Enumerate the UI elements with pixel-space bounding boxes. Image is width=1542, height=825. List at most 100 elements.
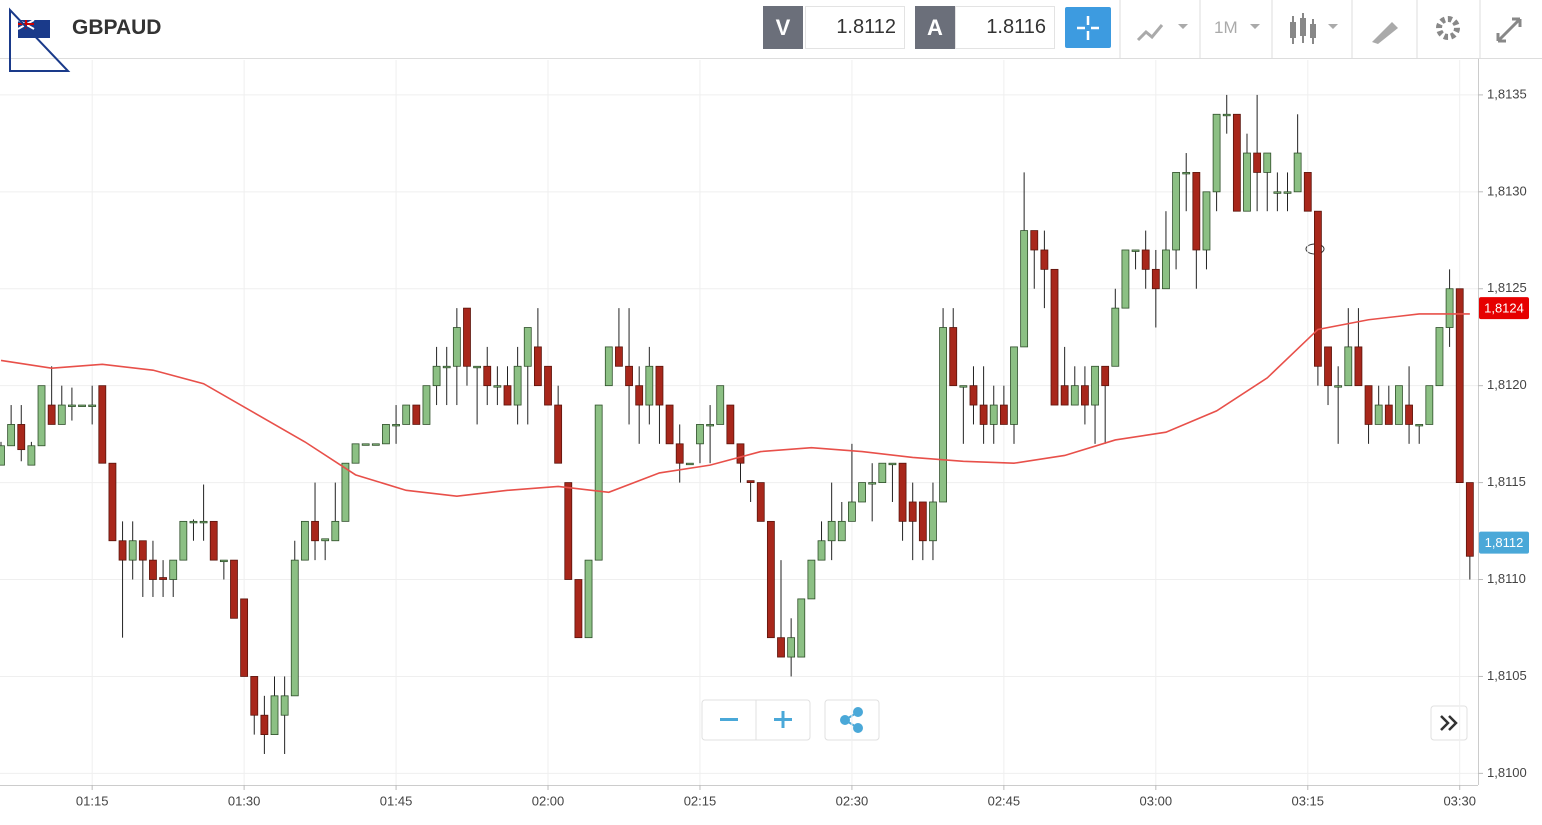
price-tag-label: 1,8124 [1484, 301, 1524, 316]
buy-price-text: 1.8116 [986, 16, 1046, 38]
toolbar [1065, 0, 1522, 58]
timeframe[interactable]: 1M [1214, 18, 1238, 37]
candle-body [280, 695, 289, 716]
candle-body [260, 714, 269, 735]
candle-body [837, 520, 846, 542]
candle-body [442, 365, 451, 369]
candle-body [0, 445, 5, 466]
candle-body [473, 365, 482, 369]
candle-body [989, 404, 998, 425]
candle-body [1141, 249, 1150, 270]
candle-body [149, 559, 157, 580]
x-tick-label: 03:15 [1291, 793, 1324, 808]
candle-body [57, 404, 66, 425]
candle-body [1405, 404, 1413, 425]
settings-button[interactable] [1436, 16, 1460, 40]
candle-body [716, 385, 725, 425]
candle-body [1344, 346, 1353, 387]
buy-price[interactable]: 1.8116 [955, 6, 1055, 49]
candle-body [1020, 230, 1029, 348]
candle-body [635, 385, 644, 406]
candle-body [199, 520, 208, 524]
candle-body [1081, 385, 1089, 406]
candle-body [1314, 210, 1322, 367]
candle-body [452, 327, 461, 367]
candle-body [1060, 385, 1069, 406]
candle-body [949, 327, 958, 387]
candle-body [1273, 191, 1282, 194]
y-tick-label: 1,8105 [1487, 668, 1527, 683]
candle-body [1070, 385, 1079, 406]
crosshair-button[interactable] [1065, 7, 1111, 48]
candle-body [685, 462, 694, 466]
candle-body [858, 482, 866, 503]
candle-body [169, 559, 178, 580]
candle-body [969, 385, 978, 406]
candle-body [1222, 113, 1231, 117]
buy-label[interactable]: A [915, 6, 955, 49]
candle-body [999, 404, 1008, 425]
candle-body [939, 327, 947, 503]
candle-body [544, 365, 552, 406]
sell-label[interactable]: V [763, 6, 803, 49]
candle-body [17, 424, 26, 451]
candle-body [665, 404, 674, 445]
candle-body [1445, 288, 1454, 328]
candle-body [1243, 152, 1251, 212]
x-tick-label: 01:30 [228, 793, 261, 808]
candle-body [1050, 268, 1059, 406]
candle-body [159, 577, 167, 580]
candle-body [817, 540, 826, 561]
candle-body [331, 520, 340, 542]
line-chart-button[interactable] [1136, 24, 1164, 42]
candle-body [1192, 172, 1201, 251]
candle-body [1455, 288, 1464, 483]
sell-price[interactable]: 1.8112 [805, 6, 905, 49]
candle-body [1121, 249, 1130, 309]
candle-body [1151, 268, 1160, 290]
fullscreen-button[interactable] [1496, 17, 1522, 43]
y-tick-label: 1,8110 [1487, 571, 1526, 586]
candle-body [888, 462, 897, 466]
candle-body [1162, 249, 1170, 290]
candle-body [1395, 385, 1403, 425]
x-tick-label: 01:15 [76, 793, 109, 808]
x-tick-label: 02:30 [836, 793, 869, 808]
draw-button[interactable] [1372, 22, 1398, 44]
candle-body [78, 404, 86, 407]
candle-body [1101, 365, 1110, 387]
axis-line [0, 785, 1478, 786]
x-tick-label: 02:00 [532, 793, 565, 808]
candle-body [230, 559, 238, 619]
candle-body [868, 482, 877, 485]
candle-body [37, 385, 46, 447]
candle-body [574, 579, 583, 639]
candle-body [98, 385, 107, 464]
candle-body [1202, 191, 1211, 251]
candle-body [27, 445, 36, 466]
moving-average [0, 313, 1470, 497]
candle-body [422, 385, 431, 425]
candle-body [1232, 113, 1241, 212]
candle-body [1384, 404, 1393, 425]
zoom-controls [701, 699, 1468, 741]
candle-button[interactable] [1290, 13, 1316, 44]
candle-body [1111, 307, 1120, 367]
scroll-icon [1440, 715, 1458, 731]
candle-body [645, 365, 654, 406]
candle-body [797, 598, 806, 658]
candle-body [1040, 249, 1049, 270]
candle-body [7, 424, 16, 447]
x-tick-label: 03:00 [1140, 793, 1173, 808]
candle-body [219, 559, 228, 563]
zoom-out[interactable] [720, 718, 738, 721]
candle-body [290, 559, 299, 697]
candle-body [584, 559, 593, 639]
candle-body [1354, 346, 1363, 387]
y-tick-label: 1,8135 [1487, 86, 1527, 101]
candles [0, 94, 1474, 754]
candle-body [554, 404, 563, 464]
candle-body [1010, 346, 1018, 425]
candle-body [918, 501, 927, 542]
zoom-in-v [781, 711, 785, 728]
